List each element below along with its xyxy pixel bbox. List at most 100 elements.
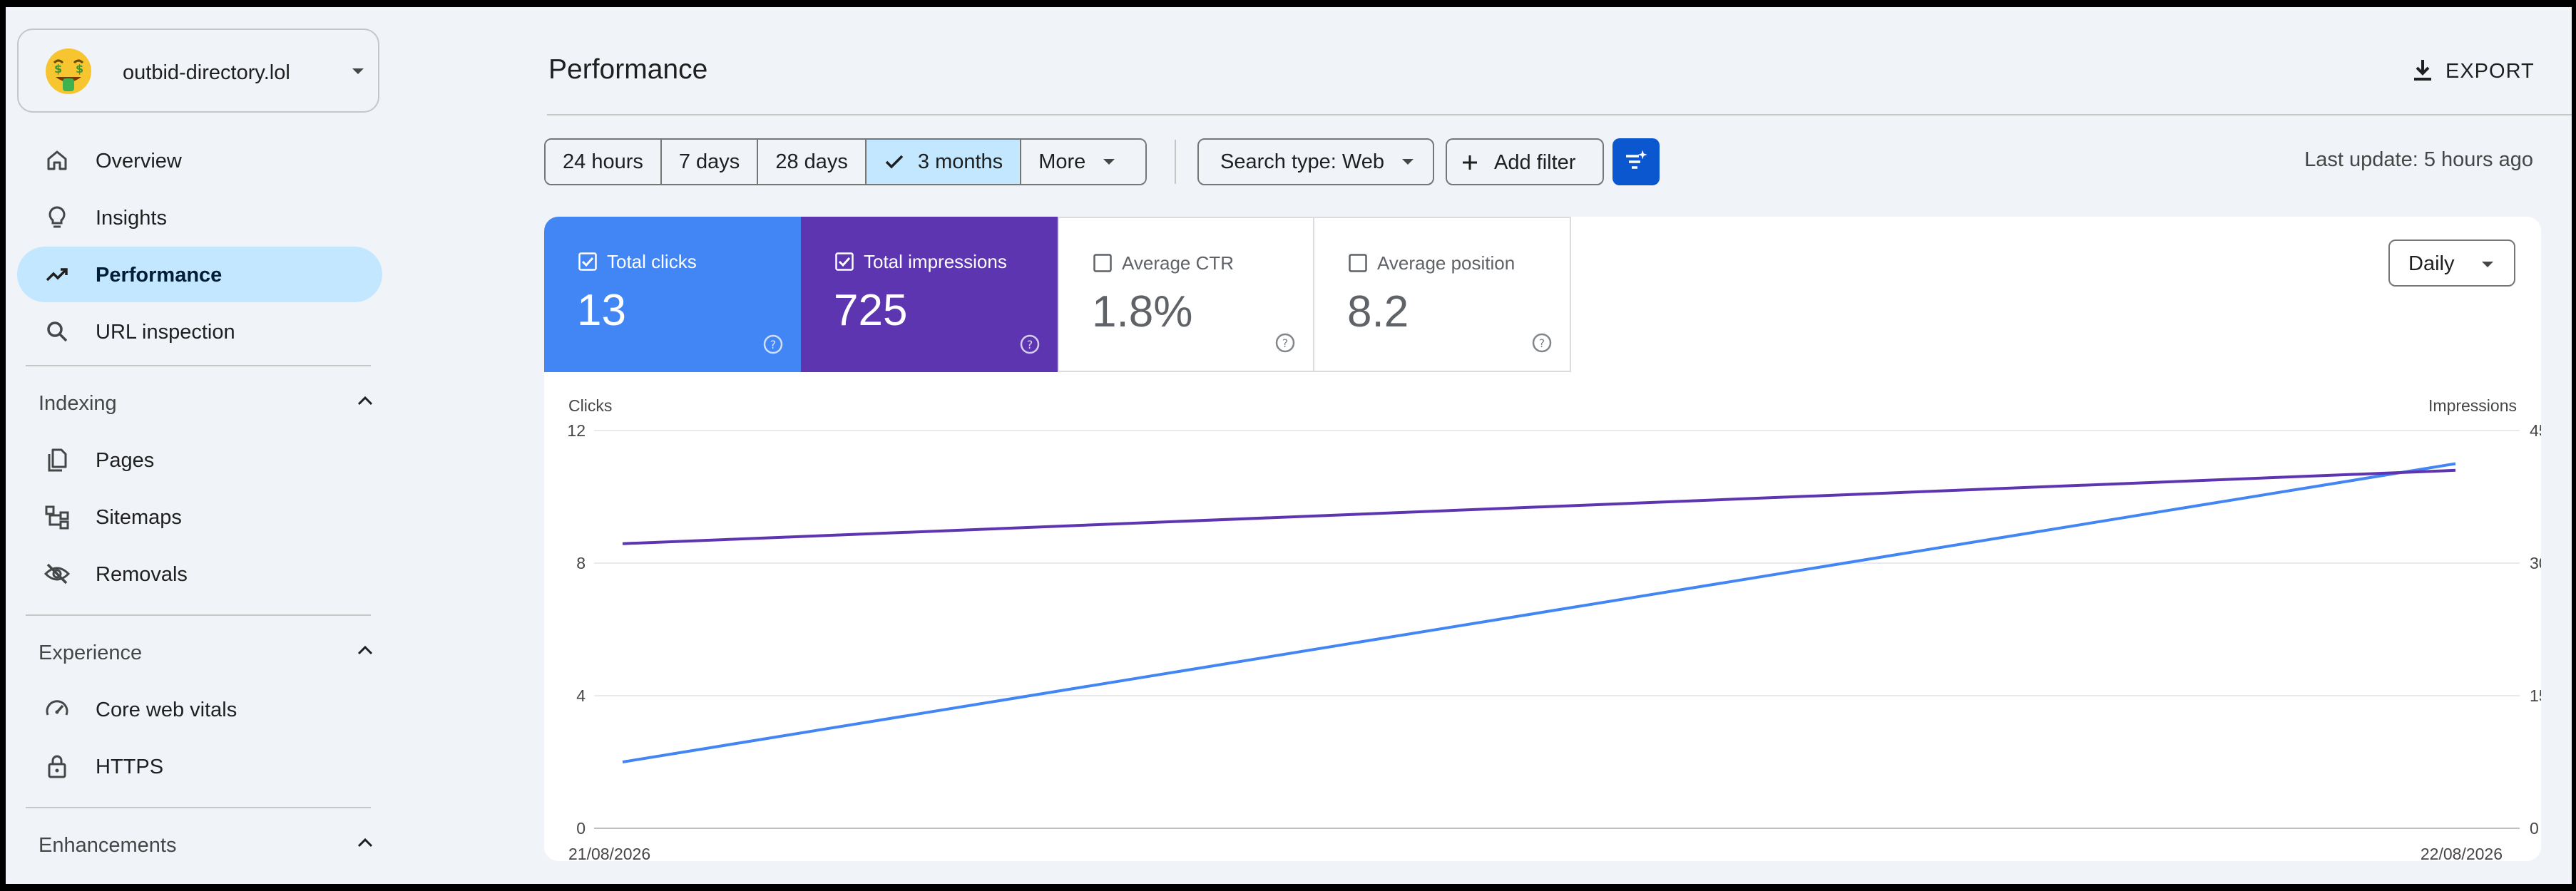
metric-label: Average CTR [1122, 252, 1235, 274]
metric-average-ctr[interactable]: Average CTR 1.8% ? [1058, 217, 1314, 372]
help-icon[interactable]: ? [1531, 332, 1553, 354]
nav-insights[interactable]: Insights [17, 190, 382, 245]
metric-label: Total clicks [607, 251, 697, 272]
header-divider [547, 114, 2572, 115]
checkbox-unchecked-icon[interactable] [1349, 254, 1367, 272]
money-mouth-face-emoji-icon: $ $ [46, 48, 91, 94]
nav-core-web-vitals[interactable]: Core web vitals [17, 681, 382, 737]
filter-settings-button[interactable] [1612, 138, 1660, 185]
sitemap-icon [45, 505, 69, 530]
svg-text:$: $ [76, 62, 83, 76]
property-selector[interactable]: $ $ outbid-directory.lol [17, 29, 379, 113]
nav-https-label: HTTPS [96, 756, 164, 778]
range-28-days[interactable]: 28 days [758, 140, 867, 184]
range-24-hours[interactable]: 24 hours [546, 140, 662, 184]
range-label: 28 days [775, 150, 848, 173]
trending-up-icon [46, 268, 68, 282]
plus-icon [1463, 155, 1477, 170]
svg-text:$: $ [54, 62, 62, 76]
search-icon [47, 321, 68, 342]
range-label: 7 days [678, 150, 740, 173]
pages-icon [48, 448, 67, 472]
sidebar-divider [26, 614, 371, 616]
y-tick-left: 12 [567, 421, 586, 440]
check-icon [885, 155, 904, 169]
nav-url-inspection[interactable]: URL inspection [17, 304, 382, 359]
nav-https[interactable]: HTTPS [17, 738, 382, 794]
nav-core-web-vitals-label: Core web vitals [96, 699, 237, 721]
help-icon[interactable]: ? [1019, 334, 1041, 355]
section-enhancements-title: Enhancements [39, 834, 177, 857]
section-indexing[interactable]: Indexing [39, 389, 374, 418]
y-tick-left: 4 [576, 686, 586, 705]
search-type-label: Search type: Web [1220, 150, 1384, 173]
performance-chart: Clicks Impressions 0 4 8 12 0 150 300 450 21/08/20… [567, 396, 2541, 861]
filter-sparkle-icon [1626, 150, 1647, 169]
caret-down-icon [2482, 262, 2493, 267]
chevron-up-icon [357, 645, 373, 655]
download-icon [2414, 60, 2431, 81]
series-line-total-impressions [622, 468, 2456, 545]
y-axis-left-label: Clicks [568, 396, 612, 415]
metric-total-impressions[interactable]: Total impressions 725 ? [801, 217, 1058, 372]
svg-text:?: ? [1539, 336, 1545, 350]
toolbar-separator [1175, 140, 1176, 184]
performance-card: Total clicks 13 ? Total impressions 725 … [544, 217, 2541, 861]
x-tick-label: 22/08/2026 [2421, 845, 2503, 861]
date-range-selector: 24 hours 7 days 28 days 3 months More [544, 138, 1148, 185]
help-icon[interactable]: ? [1274, 332, 1296, 354]
granularity-dropdown[interactable]: Daily [2388, 240, 2515, 287]
nav-performance-label: Performance [96, 264, 223, 287]
main-content: Performance EXPORT 24 hours 7 days 28 da… [394, 7, 2572, 884]
nav-overview[interactable]: Overview [17, 133, 382, 188]
metric-value: 13 [577, 286, 626, 335]
metric-label: Total impressions [864, 251, 1007, 272]
section-experience[interactable]: Experience [39, 639, 374, 667]
range-more[interactable]: More [1021, 140, 1146, 184]
metric-average-position[interactable]: Average position 8.2 ? [1314, 217, 1571, 372]
caret-down-icon [352, 68, 364, 74]
export-label: EXPORT [2445, 60, 2535, 83]
checkbox-checked-icon[interactable] [835, 252, 854, 271]
sidebar: $ $ outbid-directory.lol Overview Insigh… [6, 7, 394, 884]
granularity-label: Daily [2408, 252, 2455, 275]
range-3-months[interactable]: 3 months [866, 140, 1022, 184]
help-icon[interactable]: ? [762, 334, 784, 355]
nav-overview-label: Overview [96, 150, 182, 172]
nav-insights-label: Insights [96, 207, 167, 230]
chevron-up-icon [357, 396, 373, 406]
checkbox-checked-icon[interactable] [578, 252, 597, 271]
lightbulb-icon [48, 206, 66, 228]
add-filter-button[interactable]: Add filter [1446, 138, 1604, 185]
range-7-days[interactable]: 7 days [661, 140, 759, 184]
metric-value: 1.8% [1092, 287, 1193, 336]
metric-value: 8.2 [1347, 287, 1409, 336]
sidebar-divider [26, 365, 371, 366]
y-tick-right: 300 [2530, 554, 2541, 572]
metric-value: 725 [834, 286, 908, 335]
y-axis-right-label: Impressions [2428, 396, 2517, 415]
metric-total-clicks[interactable]: Total clicks 13 ? [544, 217, 801, 372]
svg-text:?: ? [1282, 336, 1289, 350]
nav-removals-label: Removals [96, 563, 188, 586]
svg-text:?: ? [770, 338, 777, 351]
property-name: outbid-directory.lol [123, 61, 290, 84]
home-icon [47, 150, 67, 170]
nav-sitemaps[interactable]: Sitemaps [17, 489, 382, 545]
section-indexing-title: Indexing [39, 392, 117, 415]
sidebar-divider [26, 807, 371, 808]
add-filter-label: Add filter [1494, 151, 1576, 174]
app-window: $ $ outbid-directory.lol Overview Insigh… [6, 7, 2572, 884]
metric-label: Average position [1377, 252, 1516, 274]
y-tick-left: 0 [576, 819, 586, 838]
section-enhancements[interactable]: Enhancements [39, 831, 374, 860]
search-type-dropdown[interactable]: Search type: Web [1197, 138, 1434, 185]
nav-removals[interactable]: Removals [17, 546, 382, 602]
checkbox-unchecked-icon[interactable] [1093, 254, 1112, 272]
nav-performance[interactable]: Performance [17, 247, 382, 302]
svg-text:?: ? [1027, 338, 1033, 351]
nav-pages[interactable]: Pages [17, 432, 382, 488]
x-tick-label: 21/08/2026 [568, 845, 650, 861]
lock-icon [48, 755, 66, 778]
range-label: 24 hours [563, 150, 643, 173]
